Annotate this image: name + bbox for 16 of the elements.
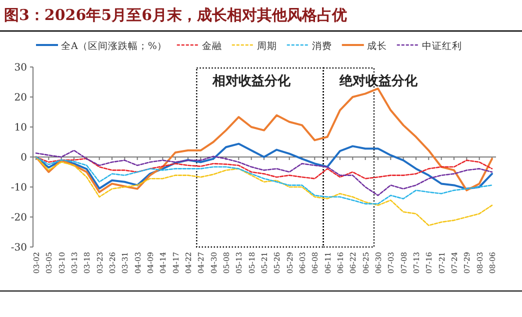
chart-title: 图3：2026年5月至6月末，成长相对其他风格占优 [4, 6, 348, 24]
legend-label: 全A（区间涨跌幅；%） [61, 40, 167, 52]
annotation: 绝对收益分化 [338, 74, 418, 89]
legend-label: 周期 [256, 40, 277, 52]
y-tick-label: -30 [10, 242, 27, 254]
y-tick-label: 10 [14, 122, 27, 134]
legend-label: 金融 [202, 40, 222, 52]
y-tick-label: 0 [20, 152, 27, 164]
y-tick-label: 30 [14, 62, 27, 74]
legend-label: 中证红利 [422, 40, 462, 52]
legend-label: 消费 [312, 40, 332, 52]
legend-label: 成长 [366, 40, 387, 52]
y-tick-label: 20 [14, 92, 27, 104]
y-tick-label: -20 [10, 212, 27, 224]
annotation: 相对收益分化 [212, 74, 292, 89]
y-tick-label: -10 [10, 182, 27, 194]
